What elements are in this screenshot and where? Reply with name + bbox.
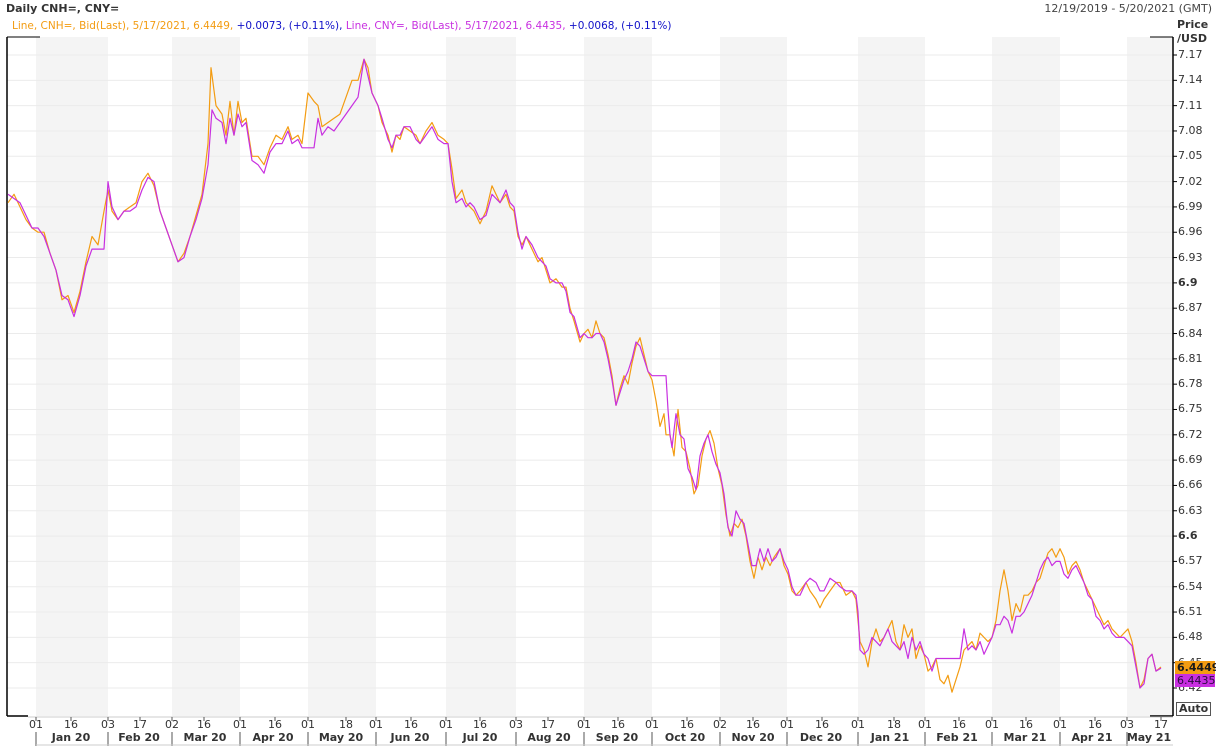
y-tick-label: 6.63	[1178, 503, 1203, 517]
x-day-label: 03	[1120, 718, 1134, 731]
x-day-label: 16	[611, 718, 625, 731]
x-day-label: 01	[1053, 718, 1067, 731]
x-month-label: Jul 20	[462, 731, 498, 744]
x-month-label: Oct 20	[664, 731, 706, 744]
cny-line[interactable]	[7, 58, 1162, 689]
x-day-label: 01	[985, 718, 999, 731]
x-month-label: Aug 20	[527, 731, 571, 744]
x-day-label: 01	[301, 718, 315, 731]
x-day-label: 01	[918, 718, 932, 731]
y-tick-label: 6.6	[1178, 529, 1198, 543]
y-axis-title-line2: /USD	[1177, 32, 1208, 45]
x-day-label: 02	[165, 718, 179, 731]
x-day-label: 16	[197, 718, 211, 731]
y-tick-label: 6.9	[1178, 275, 1198, 289]
x-day-label: 01	[233, 718, 247, 731]
y-tick-label: 6.69	[1178, 453, 1203, 467]
x-day-label: 01	[780, 718, 794, 731]
x-day-label: 16	[64, 718, 78, 731]
y-tick-label: 7.05	[1178, 149, 1203, 163]
date-range: 12/19/2019 - 5/20/2021 (GMT)	[1044, 2, 1212, 15]
x-month-label: Jan 20	[51, 731, 91, 744]
x-month-label: May 21	[1126, 731, 1172, 744]
auto-scale-button[interactable]: Auto	[1176, 702, 1212, 716]
cny-last-value-tag: 6.4435	[1175, 674, 1216, 687]
x-day-label: 01	[369, 718, 383, 731]
y-tick-label: 6.84	[1178, 326, 1203, 340]
y-tick-label: 6.96	[1178, 225, 1203, 239]
y-tick-label: 6.78	[1178, 377, 1203, 391]
x-month-label: Apr 20	[252, 731, 294, 744]
x-day-label: 18	[339, 718, 353, 731]
x-day-label: 01	[577, 718, 591, 731]
x-month-label: Feb 21	[936, 731, 978, 744]
y-tick-label: 6.93	[1178, 250, 1203, 264]
x-month-label: Dec 20	[799, 731, 843, 744]
x-day-label: 03	[509, 718, 523, 731]
x-day-label: 17	[133, 718, 147, 731]
x-day-label: 01	[645, 718, 659, 731]
x-month-label: Mar 21	[1003, 731, 1047, 744]
chart-title: Daily CNH=, CNY=	[6, 2, 120, 15]
cnh-last-value-tag: 6.4449	[1175, 661, 1216, 674]
legend-cnh-change: +0.0073, (+0.11%),	[233, 20, 343, 32]
x-month-label: Apr 21	[1071, 731, 1113, 744]
y-tick-label: 7.11	[1178, 98, 1203, 112]
x-day-label: 17	[541, 718, 555, 731]
x-month-label: Mar 20	[183, 731, 227, 744]
y-tick-label: 7.02	[1178, 174, 1203, 188]
y-tick-label: 7.14	[1178, 73, 1203, 87]
y-tick-label: 6.75	[1178, 402, 1203, 416]
y-tick-label: 6.81	[1178, 351, 1203, 365]
x-day-label: 16	[1019, 718, 1033, 731]
x-month-label: Jan 21	[870, 731, 910, 744]
y-axis-title-line1: Price	[1177, 18, 1209, 31]
y-tick-label: 6.99	[1178, 199, 1203, 213]
y-tick-label: 7.08	[1178, 123, 1203, 137]
y-axis-title: Price /USD	[1177, 18, 1208, 46]
legend: Line, CNH=, Bid(Last), 5/17/2021, 6.4449…	[12, 20, 671, 32]
x-day-label: 03	[101, 718, 115, 731]
x-day-label: 16	[473, 718, 487, 731]
x-day-label: 18	[887, 718, 901, 731]
x-day-label: 02	[713, 718, 727, 731]
x-month-label: Nov 20	[731, 731, 775, 744]
x-day-label: 17	[1154, 718, 1168, 731]
x-day-label: 01	[439, 718, 453, 731]
x-day-label: 16	[404, 718, 418, 731]
y-tick-label: 6.57	[1178, 554, 1203, 568]
legend-cny: Line, CNY=, Bid(Last), 5/17/2021, 6.4435…	[342, 20, 566, 32]
x-day-label: 16	[268, 718, 282, 731]
x-day-label: 01	[29, 718, 43, 731]
x-month-label: Sep 20	[595, 731, 639, 744]
y-tick-label: 6.66	[1178, 478, 1203, 492]
x-day-label: 16	[1088, 718, 1102, 731]
x-day-label: 01	[851, 718, 865, 731]
legend-cny-change: +0.0068, (+0.11%)	[565, 20, 672, 32]
y-tick-label: 6.54	[1178, 579, 1203, 593]
x-month-label: Jun 20	[390, 731, 430, 744]
x-day-label: 16	[952, 718, 966, 731]
y-tick-label: 6.51	[1178, 605, 1203, 619]
y-tick-label: 6.87	[1178, 301, 1203, 315]
x-month-label: May 20	[318, 731, 364, 744]
y-tick-label: 7.17	[1178, 48, 1203, 61]
y-tick-label: 6.72	[1178, 427, 1203, 441]
x-day-label: 16	[746, 718, 760, 731]
y-tick-label: 6.48	[1178, 630, 1203, 644]
legend-cnh: Line, CNH=, Bid(Last), 5/17/2021, 6.4449…	[12, 20, 234, 32]
x-month-label: Feb 20	[118, 731, 160, 744]
x-day-label: 16	[680, 718, 694, 731]
x-day-label: 16	[815, 718, 829, 731]
